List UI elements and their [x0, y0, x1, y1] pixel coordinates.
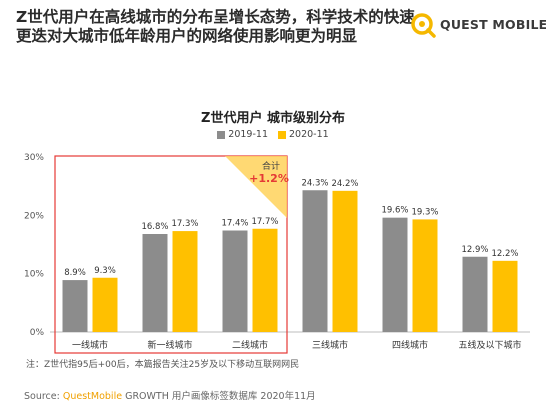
legend-label-2020: 2020-11	[289, 129, 329, 140]
bar-value-label: 24.3%	[301, 178, 328, 188]
bar-2019	[62, 280, 88, 332]
legend-swatch-2020	[278, 130, 286, 139]
bar-2019	[222, 230, 248, 332]
bar-value-label: 12.2%	[491, 249, 518, 259]
footnote: 注：Z世代指95后+00后，本篇报告关注25岁及以下移动互联网网民	[26, 360, 300, 370]
bar-2019	[382, 217, 408, 332]
logo-text: QUEST MOBILE	[440, 17, 546, 32]
legend-swatch-2019	[217, 130, 226, 139]
y-tick-label: 20%	[24, 211, 44, 221]
legend-item-2020: 2020-11	[278, 129, 329, 140]
legend-label-2019: 2019-11	[228, 129, 268, 140]
bar-2019	[302, 190, 328, 332]
bar-value-label: 16.8%	[141, 222, 168, 232]
bar-value-label: 12.9%	[461, 245, 488, 255]
y-tick-label: 30%	[24, 153, 44, 163]
source-prefix: Source:	[24, 391, 60, 402]
bar-value-label: 19.3%	[411, 207, 438, 217]
x-category-label: 新一线城市	[147, 339, 192, 351]
legend-item-2019: 2019-11	[217, 129, 268, 140]
bar-value-label: 8.9%	[64, 268, 86, 278]
source-text: GROWTH 用户画像标签数据库 2020年11月	[125, 391, 316, 402]
y-tick-label: 10%	[24, 270, 44, 280]
bar-2019	[462, 256, 488, 332]
source-line: Source: QuestMobile GROWTH 用户画像标签数据库 202…	[24, 388, 316, 402]
total-value: +1.2%	[249, 172, 289, 185]
x-category-label: 一线城市	[72, 339, 108, 351]
x-category-label: 五线及以下城市	[458, 339, 521, 351]
bar-2020	[412, 219, 438, 332]
highlight-box	[54, 155, 288, 354]
bar-2020	[92, 277, 118, 332]
source-brand: QuestMobile	[62, 391, 123, 402]
total-badge-triangle	[225, 156, 287, 218]
bar-2020	[172, 231, 198, 332]
bar-value-label: 17.3%	[171, 219, 198, 229]
bar-2020	[252, 228, 278, 332]
brand-logo: QUEST MOBILE	[410, 12, 546, 38]
chart-legend: 2019-11 2020-11	[0, 129, 546, 140]
y-tick-label: 0%	[30, 328, 45, 338]
headline: Z世代用户在高线城市的分布呈增长态势，科学技术的快速更迭对大城市低年龄用户的网络…	[16, 8, 415, 45]
bar-2020	[492, 260, 518, 332]
bar-value-label: 17.7%	[251, 217, 278, 227]
x-category-label: 二线城市	[232, 339, 268, 351]
questmobile-logo-icon	[411, 13, 436, 38]
chart-title: Z世代用户 城市级别分布	[201, 111, 345, 126]
bar-value-label: 9.3%	[94, 266, 116, 276]
bar-2019	[142, 234, 168, 332]
bar-value-label: 17.4%	[221, 219, 248, 229]
total-label: 合计	[262, 160, 280, 172]
bar-value-label: 19.6%	[381, 206, 408, 216]
x-category-label: 四线城市	[392, 339, 428, 351]
bar-2020	[332, 190, 358, 332]
x-category-label: 三线城市	[312, 339, 348, 351]
bar-value-label: 24.2%	[331, 179, 358, 189]
